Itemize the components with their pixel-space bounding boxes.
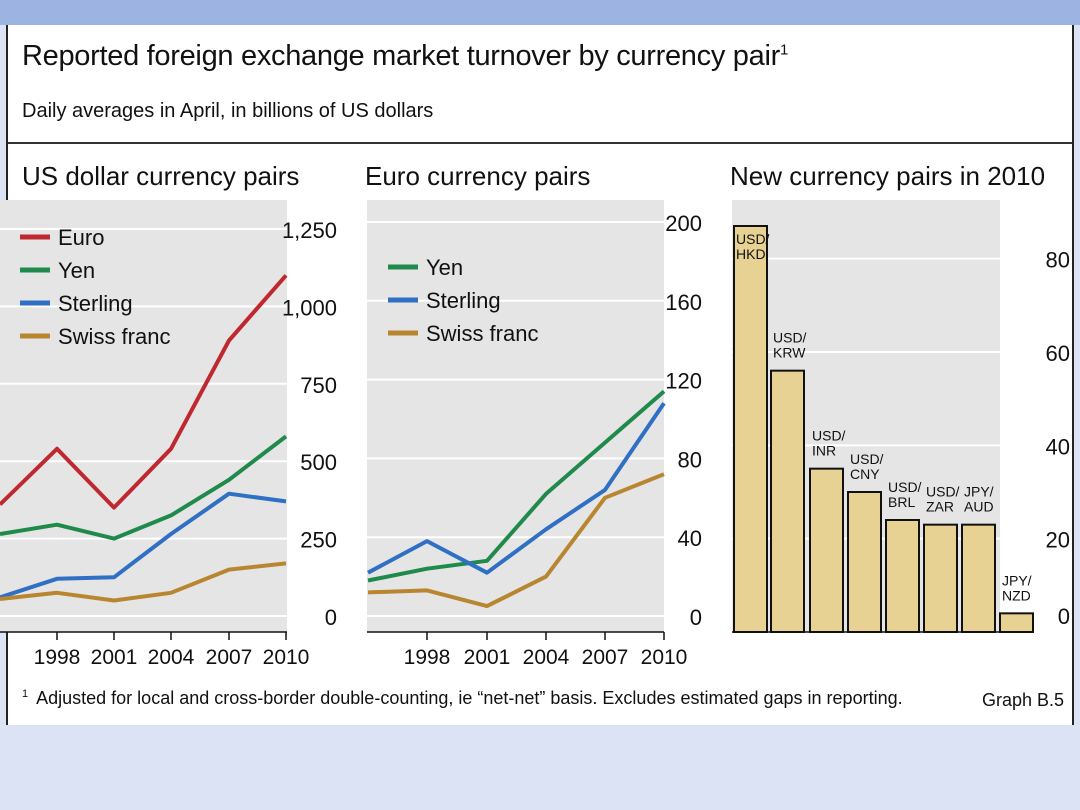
- panel3-bar-label: USD/: [736, 231, 770, 247]
- top-bar: [0, 0, 1080, 25]
- panel2-ytick-label: 160: [665, 290, 702, 315]
- panel3-bar-label: USD/: [812, 428, 846, 444]
- panel2-series-swiss-franc: [367, 472, 665, 609]
- panel1-legend-label-sterling: Sterling: [58, 291, 133, 316]
- panel1-xtick-label: 2010: [263, 646, 310, 669]
- panel1-ytick-label: 500: [300, 450, 337, 475]
- panel3-bar: [809, 467, 844, 633]
- panel1-legend-label-euro: Euro: [58, 225, 104, 250]
- panel2-xtick-label: 2007: [582, 646, 629, 669]
- panel3-ytick-label: 20: [1046, 528, 1070, 553]
- panel1-ytick-label: 250: [300, 528, 337, 553]
- panel2-ytick-label: 120: [665, 369, 702, 394]
- figure-title: Reported foreign exchange market turnove…: [22, 40, 788, 72]
- panel3-bar-label: AUD: [964, 499, 994, 515]
- panel1-ytick-label: 1,000: [282, 295, 337, 320]
- panel3-bar-label: KRW: [773, 345, 806, 361]
- panel2-ytick-label: 40: [678, 526, 702, 551]
- panel1-title: US dollar currency pairs: [22, 161, 299, 191]
- panel3-bar-label: INR: [812, 443, 836, 459]
- panel3-ytick-label: 80: [1046, 248, 1070, 273]
- panel2-plot-area: [367, 200, 664, 632]
- panel3-bar: [961, 523, 996, 634]
- panel1-ytick-label: 750: [300, 373, 337, 398]
- panel3-ytick-label: 0: [1058, 604, 1070, 629]
- panel3-bar-label: USD/: [888, 479, 922, 495]
- panel3-bar-label: ZAR: [926, 499, 954, 515]
- panel3-bar: [770, 369, 805, 633]
- panel1-series-sterling: [0, 491, 287, 600]
- panel3-bar: [923, 523, 958, 634]
- panel3-ytick-label: 40: [1046, 434, 1070, 459]
- panel2-series-yen: [367, 389, 666, 583]
- graph-id: Graph B.5: [982, 690, 1065, 710]
- panel2-legend-label-swiss-franc: Swiss franc: [426, 321, 538, 346]
- panel2-xtick-label: 2004: [523, 646, 570, 669]
- panel3-bar-label: CNY: [850, 466, 880, 482]
- panel3-bar-label: USD/: [773, 330, 807, 346]
- panel2-ytick-label: 80: [678, 447, 702, 472]
- panel2-legend-label-sterling: Sterling: [426, 288, 501, 313]
- panel3-bar-label: JPY/: [964, 484, 994, 500]
- panel1-series-yen: [0, 434, 288, 541]
- panel3-bar-label: NZD: [1002, 587, 1031, 603]
- panel1-xtick-label: 1998: [34, 646, 81, 669]
- panel2-legend-label-yen: Yen: [426, 255, 463, 280]
- panel3-title: New currency pairs in 2010: [730, 161, 1045, 191]
- panel2-series-sterling: [367, 402, 666, 575]
- panel2-title: Euro currency pairs: [365, 161, 590, 191]
- panel3-bar-label: BRL: [888, 494, 915, 510]
- footnote: 1 Adjusted for local and cross-border dou…: [22, 688, 903, 708]
- panel1-ytick-label: 0: [325, 605, 337, 630]
- panel2-ytick-label: 200: [665, 211, 702, 236]
- header-divider: [8, 142, 1072, 144]
- panel1-xtick-label: 2007: [206, 646, 253, 669]
- panel3-bar: [733, 225, 768, 633]
- panel1-series-euro: [0, 274, 288, 510]
- panel3-bar-label: JPY/: [1002, 572, 1032, 588]
- panel3-bar: [999, 612, 1034, 633]
- panel3-bar-label: USD/: [926, 484, 960, 500]
- panel3-bar-label: HKD: [736, 246, 766, 262]
- panel1-xtick-label: 2004: [148, 646, 195, 669]
- figure-subtitle: Daily averages in April, in billions of …: [22, 100, 434, 122]
- panel2-ytick-label: 0: [690, 605, 702, 630]
- panel1-series-swiss-franc: [0, 561, 287, 603]
- panel1-ytick-label: 1,250: [282, 218, 337, 243]
- panel3-bar-label: USD/: [850, 451, 884, 467]
- panel3-ytick-label: 60: [1046, 341, 1070, 366]
- panel2-xtick-label: 2010: [641, 646, 688, 669]
- panel2-xtick-label: 1998: [404, 646, 451, 669]
- panel3-bar: [847, 491, 882, 633]
- panel1-legend-label-yen: Yen: [58, 258, 95, 283]
- panel2-xtick-label: 2001: [464, 646, 511, 669]
- panel3-bar: [885, 519, 920, 633]
- panel1-legend-label-swiss-franc: Swiss franc: [58, 324, 170, 349]
- panel1-xtick-label: 2001: [91, 646, 138, 669]
